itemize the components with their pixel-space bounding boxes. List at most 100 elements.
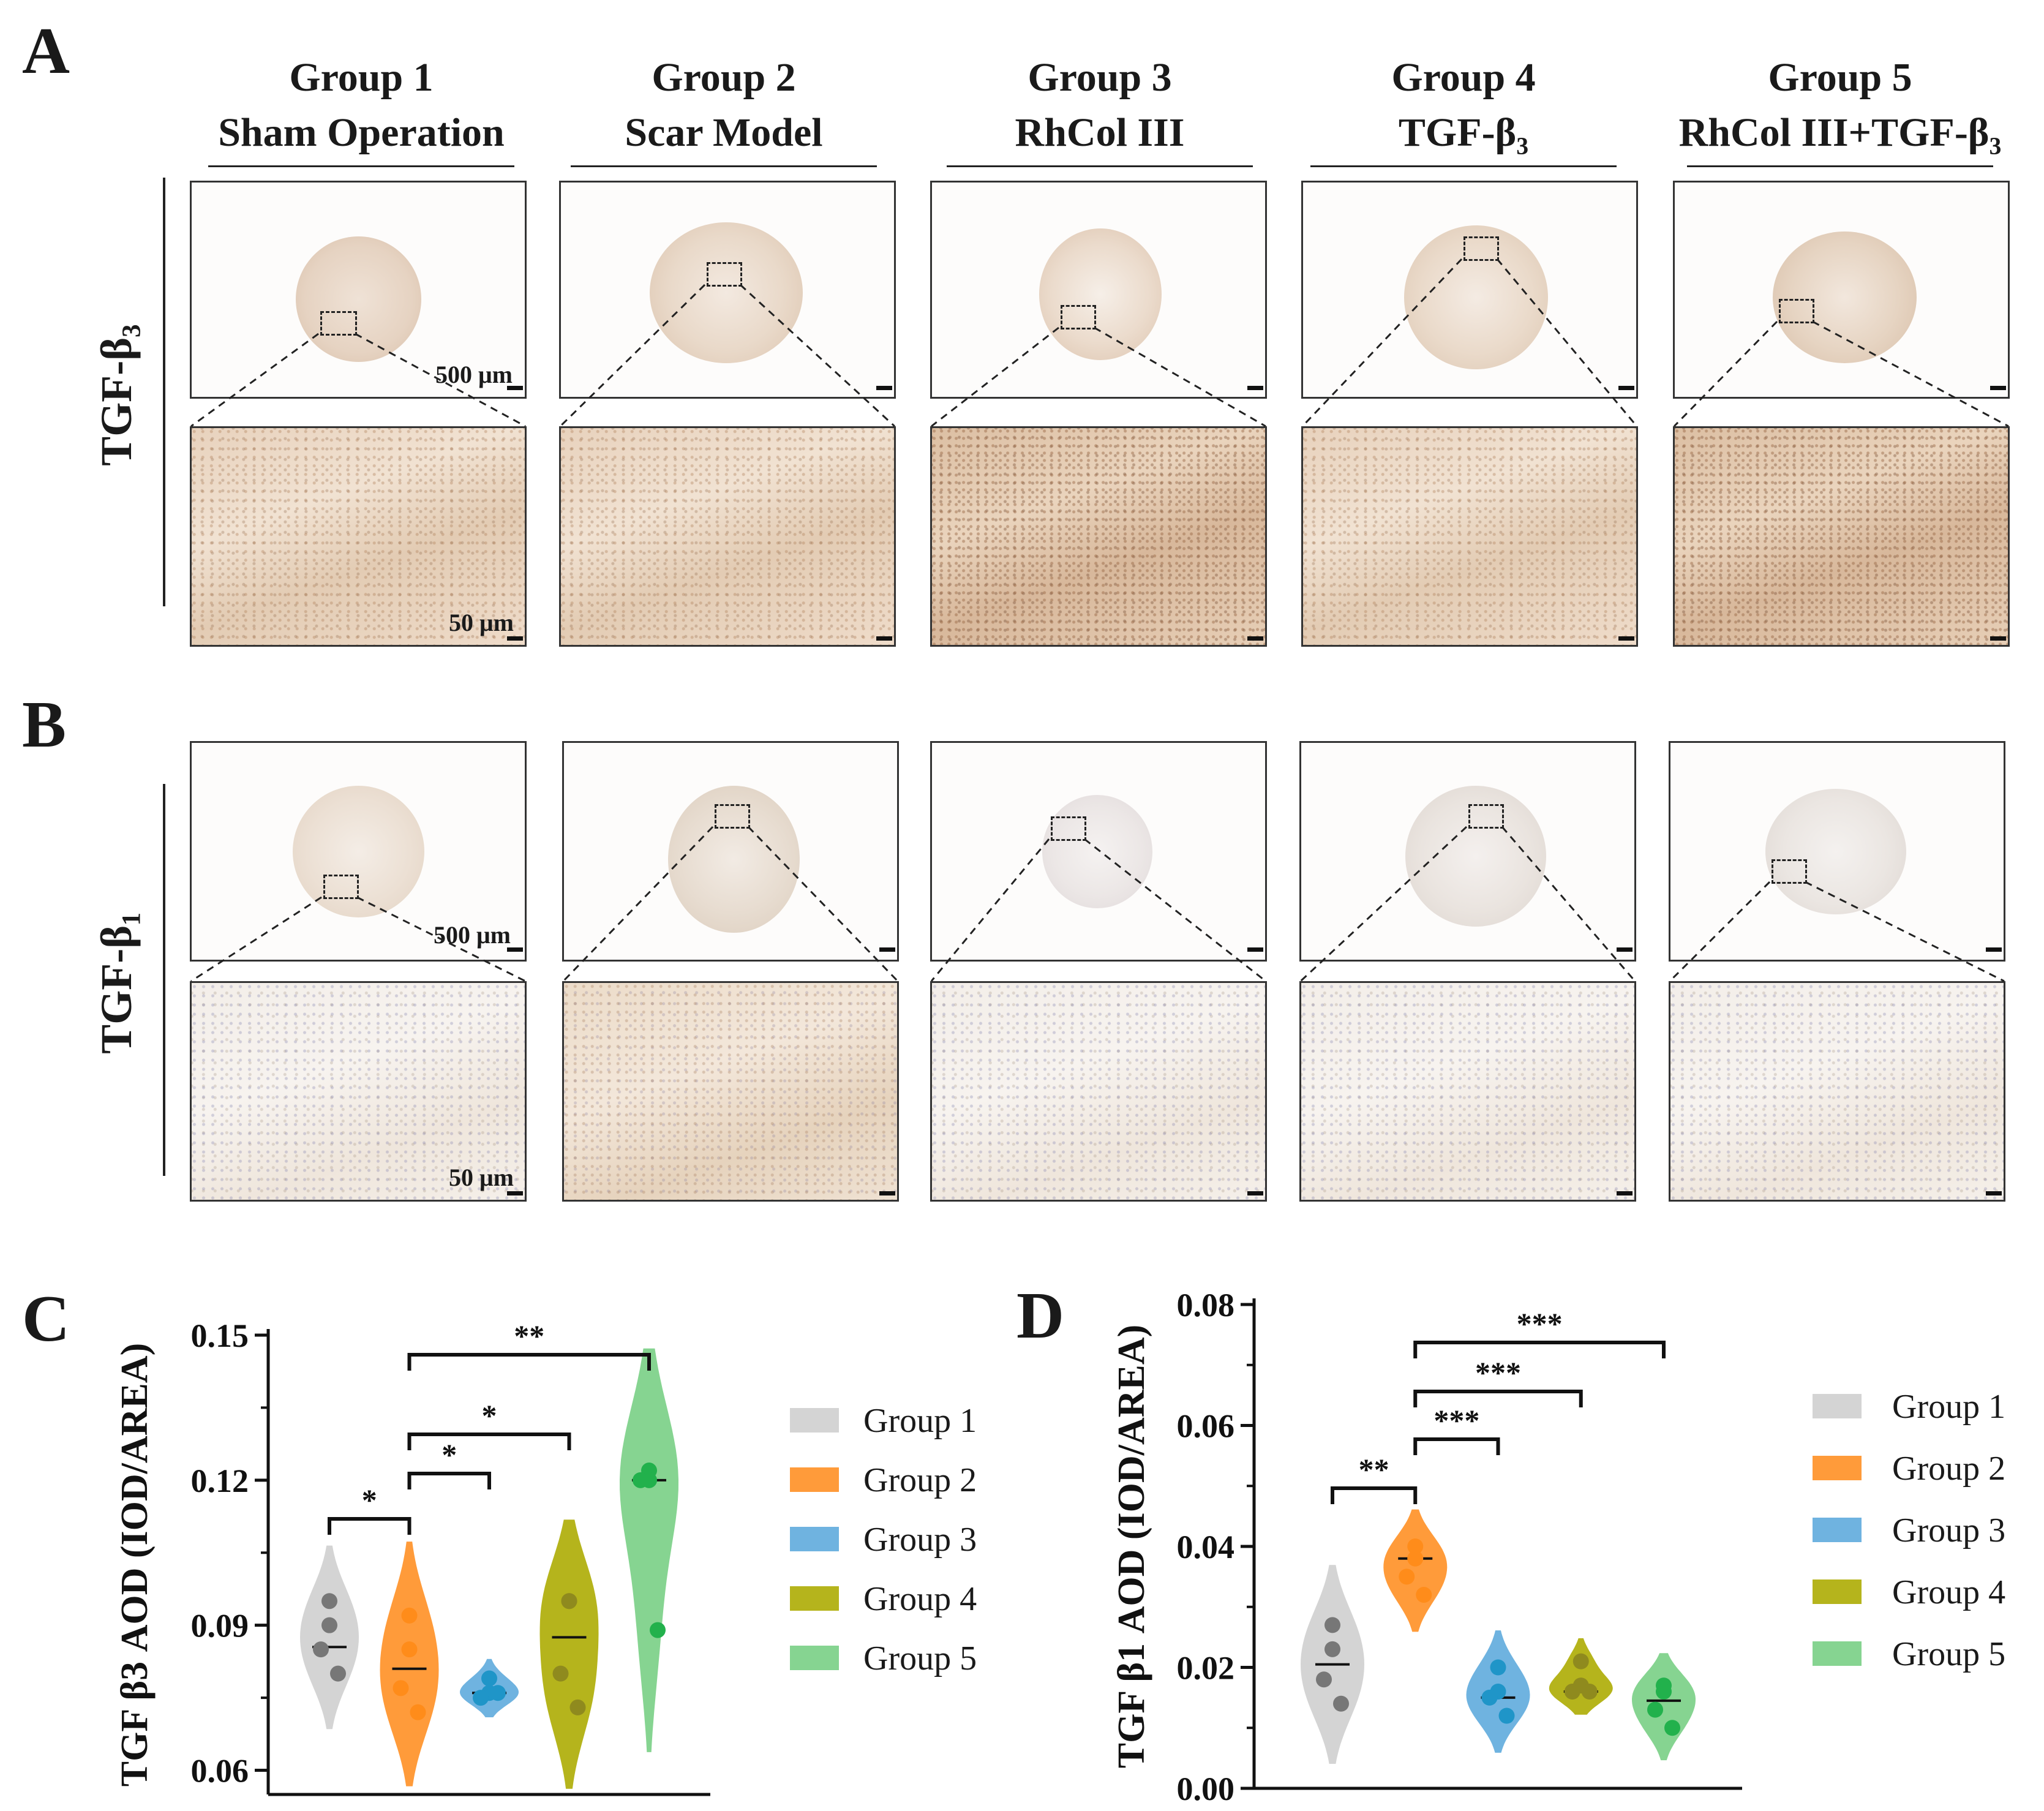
data-point (393, 1680, 409, 1696)
tissue-section (1765, 789, 1906, 914)
scale-bar (1247, 386, 1263, 390)
group-name: Group 5 (1768, 55, 1912, 100)
y-axis-label: TGF β3 AOD (IOD/AREA) (114, 1343, 156, 1787)
scale-bar (507, 947, 523, 952)
legend-c: Group 1 Group 2 Group 3 Group 4 Group 5 (790, 1399, 1035, 1677)
legend-label: Group 3 (1892, 1512, 2006, 1549)
tissue-section (1405, 786, 1546, 927)
legend-swatch (1813, 1456, 1862, 1480)
data-point (1647, 1701, 1663, 1718)
legend-swatch (790, 1646, 839, 1670)
overview-image-a-5 (1673, 181, 2010, 399)
header-rule (208, 165, 514, 167)
connector (1084, 838, 1266, 982)
data-point (1490, 1659, 1506, 1676)
zoom-image-a-3 (930, 426, 1267, 647)
scale-bar (1986, 1191, 2002, 1195)
scale-label-overview: 500 μm (434, 921, 511, 949)
data-point (1333, 1695, 1349, 1712)
connector (190, 333, 319, 427)
significance-bracket (407, 1472, 491, 1489)
significance-label: ** (514, 1319, 544, 1353)
legend-swatch (790, 1586, 839, 1611)
scale-bar (1618, 386, 1634, 390)
significance-label: * (441, 1437, 457, 1472)
data-point (473, 1690, 489, 1706)
y-axis-label: TGF β1 AOD (IOD/AREA) (1111, 1325, 1152, 1768)
significance-label: *** (1517, 1306, 1563, 1341)
violin-2 (1383, 1509, 1448, 1632)
legend-label: Group 1 (1892, 1388, 2006, 1426)
roi-box (1061, 305, 1096, 329)
connector (356, 896, 526, 982)
data-point (561, 1593, 577, 1610)
scale-bar (1247, 1191, 1263, 1195)
row-b-divider (163, 784, 165, 1176)
scale-bar (1990, 636, 2006, 641)
group-name: Group 3 (1028, 55, 1172, 100)
overview-image-a-1: 500 μm (190, 181, 527, 399)
panel-d-letter: D (1016, 1279, 1064, 1352)
legend-swatch (1813, 1518, 1862, 1542)
overview-image-a-3 (930, 181, 1267, 399)
connector (747, 826, 899, 982)
legend-label: Group 2 (1892, 1450, 2006, 1488)
zoom-image-a-5 (1673, 426, 2010, 647)
row-a-divider (163, 178, 165, 606)
column-header-group-2: Group 2 Scar Model (546, 50, 901, 167)
data-point (401, 1607, 418, 1624)
zoom-image-a-1: 50 μm (190, 426, 527, 647)
roi-box (1051, 816, 1086, 841)
overview-image-a-4 (1301, 181, 1638, 399)
scale-bar (1618, 636, 1634, 641)
zoom-image-b-2 (562, 981, 899, 1202)
violin-4 (539, 1519, 599, 1789)
panel-c-letter: C (22, 1282, 70, 1355)
data-point (313, 1641, 329, 1658)
y-tick-label: 0.06 (1177, 1408, 1235, 1445)
header-rule (1310, 165, 1617, 167)
connector (1501, 826, 1636, 982)
scale-bar (507, 1191, 523, 1195)
significance-bracket (1413, 1390, 1583, 1407)
data-point (401, 1641, 418, 1658)
y-tick-label: 0.09 (191, 1608, 249, 1644)
tissue-section (1773, 232, 1917, 363)
connector (1299, 826, 1468, 982)
scale-bar (876, 636, 892, 641)
scale-bar (1617, 1191, 1633, 1195)
tissue-section (650, 222, 803, 363)
connector (931, 326, 1059, 427)
y-tick-label: 0.00 (1177, 1771, 1235, 1801)
overview-image-b-3 (930, 741, 1267, 962)
zoom-image-a-2 (559, 426, 896, 647)
scale-bar (507, 386, 523, 390)
connector (930, 838, 1050, 982)
zoom-image-b-4 (1299, 981, 1636, 1202)
scale-label-zoom: 50 μm (449, 609, 514, 636)
group-treatment: RhCol III+TGF-β₃ (1678, 110, 2002, 155)
panel-b-letter: B (22, 688, 67, 761)
connector (355, 333, 526, 427)
zoom-image-b-3 (930, 981, 1267, 1202)
zoom-image-a-4 (1301, 426, 1638, 647)
legend-swatch (1813, 1641, 1862, 1666)
data-point (633, 1472, 648, 1488)
group-treatment: Sham Operation (218, 110, 505, 155)
group-treatment: TGF-β₃ (1398, 110, 1529, 155)
overview-image-b-5 (1669, 741, 2005, 962)
y-tick-label: 0.04 (1177, 1529, 1235, 1565)
scale-bar (876, 386, 892, 390)
data-point (650, 1622, 666, 1638)
data-point (552, 1665, 569, 1682)
connector (739, 284, 896, 427)
data-point (490, 1685, 506, 1701)
data-point (1407, 1550, 1424, 1567)
legend-label: Group 5 (863, 1640, 977, 1677)
data-point (569, 1699, 586, 1715)
violin-5 (1632, 1653, 1696, 1761)
scale-bar (1617, 947, 1633, 952)
significance-bracket (407, 1433, 571, 1450)
violin-5 (620, 1348, 678, 1752)
roi-box (715, 804, 750, 829)
